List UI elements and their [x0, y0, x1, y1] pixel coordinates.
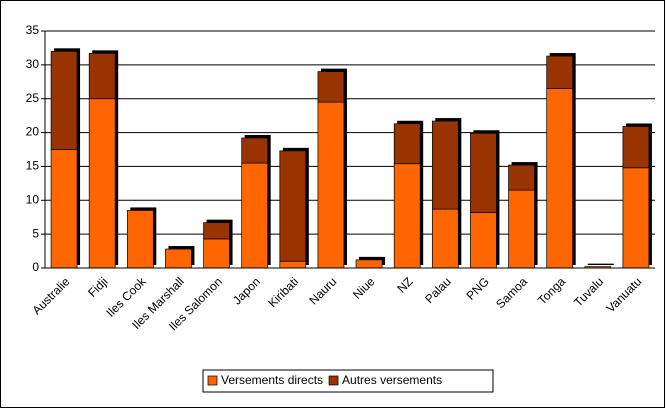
bar-segment	[126, 210, 154, 269]
y-tick-label: 15	[26, 159, 40, 173]
y-tick-label: 10	[26, 192, 40, 206]
bar-segment	[546, 55, 574, 89]
y-tick-label: 35	[26, 23, 40, 37]
bar-segment	[203, 222, 230, 240]
y-tick-label: 0	[32, 260, 39, 274]
legend-label: Versements directs	[221, 373, 323, 387]
y-tick-label: 30	[26, 57, 40, 71]
legend-label: Autres versements	[342, 373, 442, 387]
bar-segment	[431, 120, 459, 210]
bar-segment	[317, 101, 345, 269]
bar-segment	[508, 189, 535, 269]
bar-segment	[50, 149, 78, 269]
legend-box	[202, 369, 494, 393]
bar-segment	[50, 50, 78, 150]
bar-segment	[622, 126, 650, 169]
bar-segment	[241, 137, 269, 164]
y-tick-label: 5	[32, 226, 39, 240]
bar-segment	[508, 164, 535, 191]
bar-segment	[393, 163, 421, 269]
bar-segment	[165, 248, 192, 269]
legend-swatch	[207, 375, 218, 386]
bar-segment	[355, 259, 383, 269]
bar-segment	[546, 88, 574, 269]
y-tick-label: 20	[26, 125, 40, 139]
bar-segment	[279, 150, 307, 262]
bar-shadow	[587, 263, 614, 265]
bar-segment	[470, 212, 497, 269]
legend-swatch	[328, 375, 339, 386]
bar-segment	[393, 123, 421, 165]
bar-segment	[470, 132, 497, 213]
bar-segment	[203, 238, 230, 269]
bar-segment	[317, 71, 345, 103]
bar-segment	[279, 260, 307, 269]
bar-segment	[88, 52, 116, 100]
bar-segment	[431, 208, 459, 269]
y-tick-label: 25	[26, 91, 40, 105]
bar-segment	[88, 98, 116, 269]
bar-segment	[622, 167, 650, 269]
bar-segment	[241, 162, 269, 269]
